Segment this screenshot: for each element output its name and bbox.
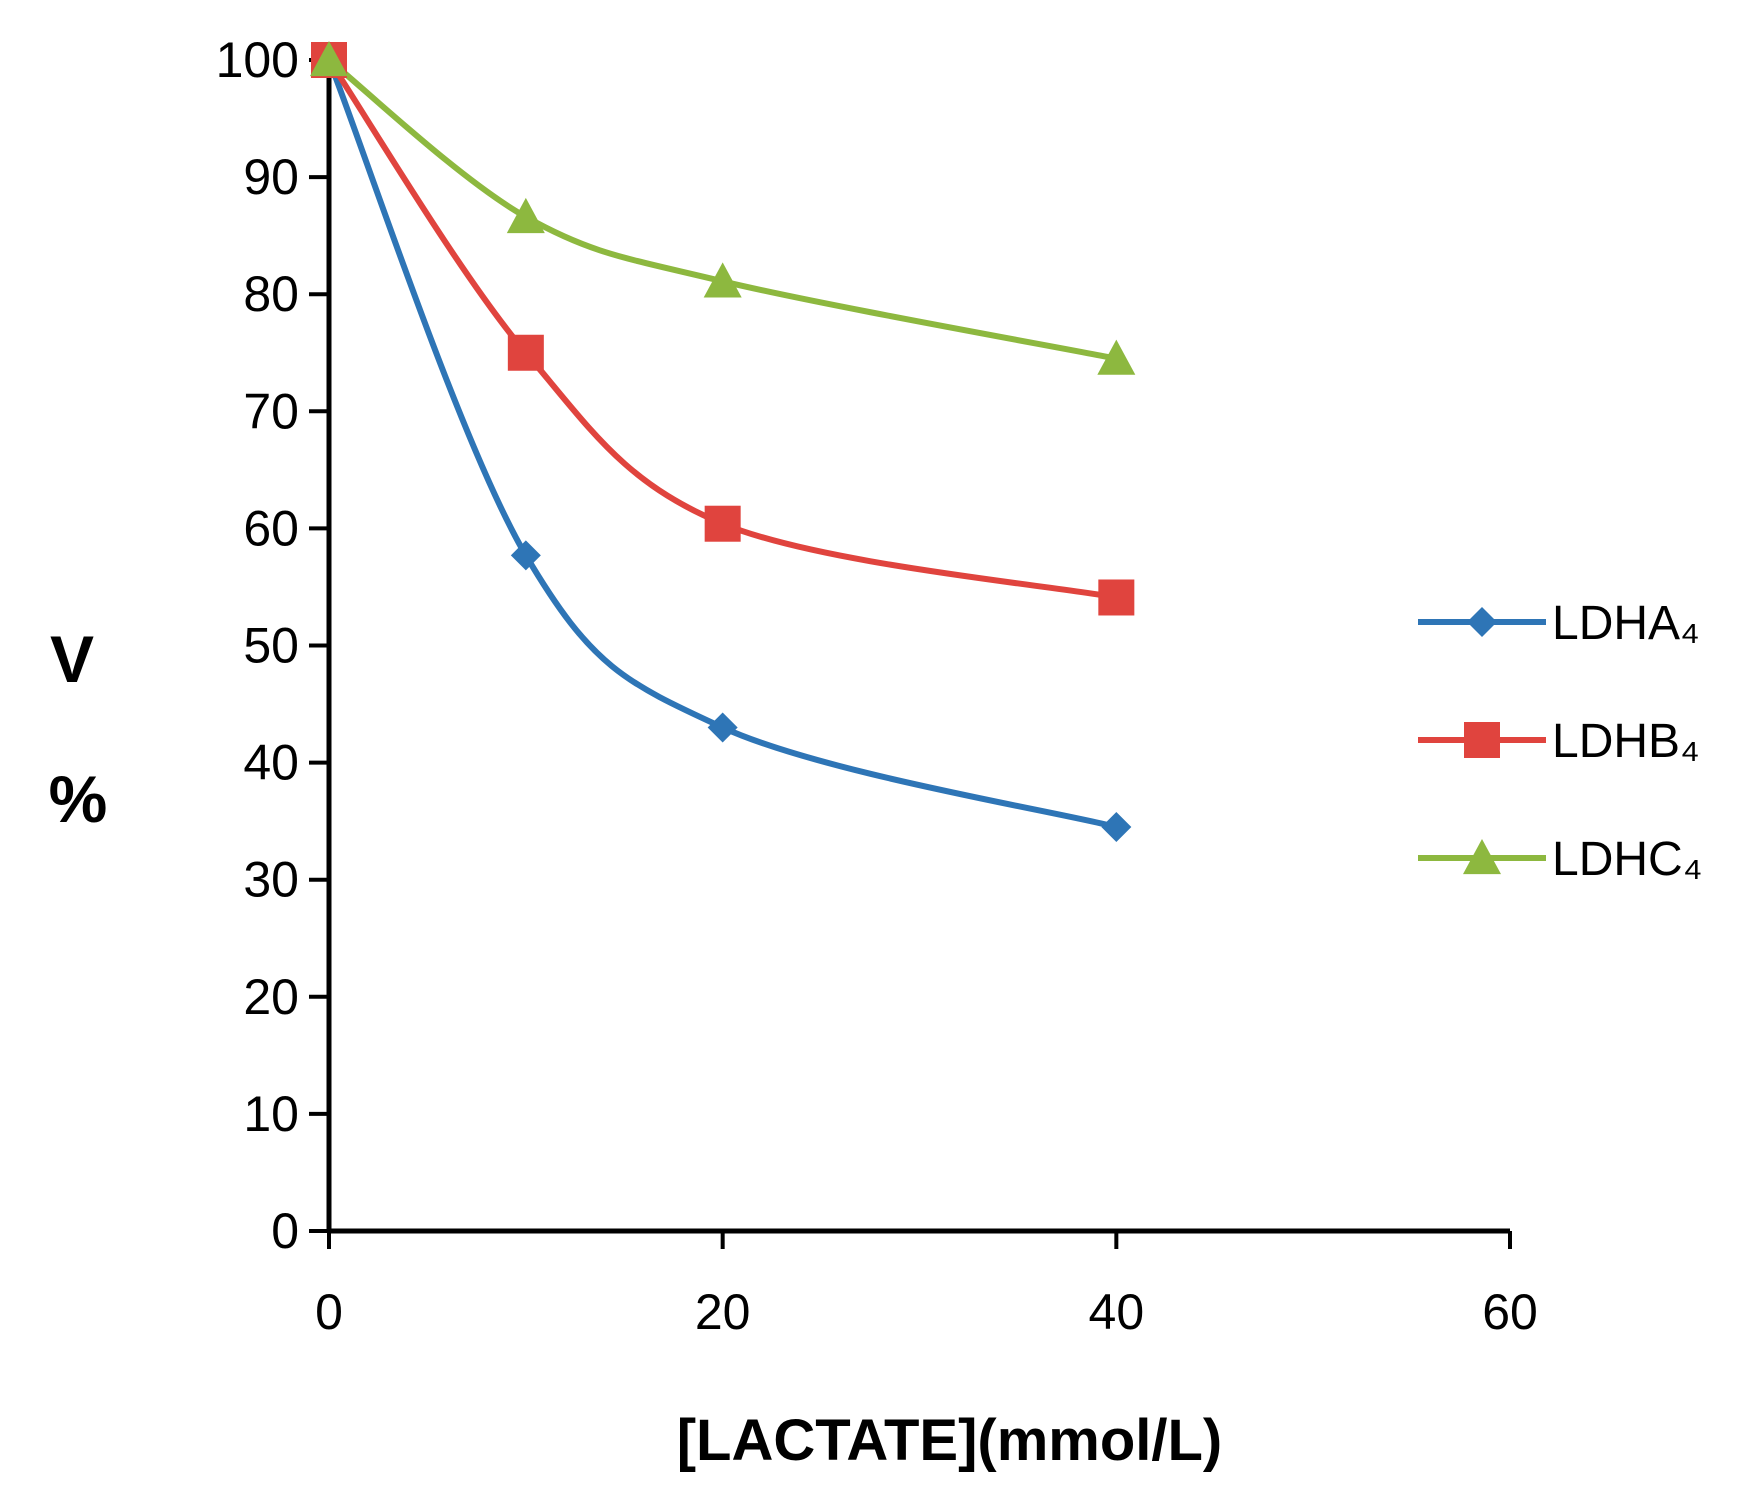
axes-layer: [326, 60, 1510, 1234]
series-layer: [326, 57, 1118, 830]
legend-item-ldha: LDHA₄: [1418, 597, 1700, 650]
data-point-ldha: [707, 712, 738, 743]
legend: LDHA₄ LDHB₄ LDHC₄: [1418, 597, 1702, 886]
y-tick-label: 40: [243, 735, 299, 791]
data-point-ldhb: [704, 505, 741, 542]
y-axis-title-v: V: [50, 622, 94, 696]
y-tick-label: 90: [243, 149, 299, 205]
y-tick-label: 20: [243, 969, 299, 1025]
legend-label: LDHB₄: [1552, 715, 1700, 768]
x-tick-label: 0: [315, 1284, 343, 1340]
x-tick-label: 20: [695, 1284, 751, 1340]
y-axis-title-percent: %: [49, 762, 108, 836]
legend-swatch-marker: [1467, 607, 1497, 637]
x-tick-label: 60: [1482, 1284, 1538, 1340]
x-axis-title: [LACTATE](mmol/L): [677, 1408, 1223, 1473]
series-line-ldhb: [326, 58, 1117, 601]
y-tick-label: 30: [243, 852, 299, 908]
x-tick-label: 40: [1089, 1284, 1145, 1340]
series-line-ldhc: [327, 57, 1117, 362]
legend-item-ldhc: LDHC₄: [1418, 833, 1702, 886]
data-point-ldha: [1101, 812, 1132, 843]
legend-swatch-marker: [1463, 839, 1501, 875]
data-point-ldhb: [1098, 579, 1135, 616]
legend-swatch-marker: [1464, 722, 1500, 758]
legend-label: LDHA₄: [1552, 597, 1700, 650]
data-point-ldhb: [507, 334, 544, 371]
legend-item-ldhb: LDHB₄: [1418, 715, 1700, 768]
y-tick-label: 10: [243, 1086, 299, 1142]
y-tick-label: 100: [216, 32, 299, 88]
y-tick-label: 50: [243, 618, 299, 674]
y-tick-label: 0: [271, 1203, 299, 1259]
ticks-layer: 0 10 20 30 40 50 60 70 80 90 100 0 20 40 60: [216, 32, 1538, 1340]
y-tick-label: 80: [243, 266, 299, 322]
y-tick-label: 70: [243, 383, 299, 439]
series-line-ldha: [326, 58, 1118, 830]
data-point-ldhc: [1097, 339, 1136, 375]
data-point-ldhc: [506, 197, 545, 234]
data-point-ldhc: [310, 41, 348, 77]
data-point-ldha: [510, 540, 541, 571]
y-tick-label: 60: [243, 500, 299, 556]
data-point-ldhc: [703, 262, 742, 298]
legend-label: LDHC₄: [1552, 833, 1702, 886]
markers-layer: [310, 41, 1136, 843]
